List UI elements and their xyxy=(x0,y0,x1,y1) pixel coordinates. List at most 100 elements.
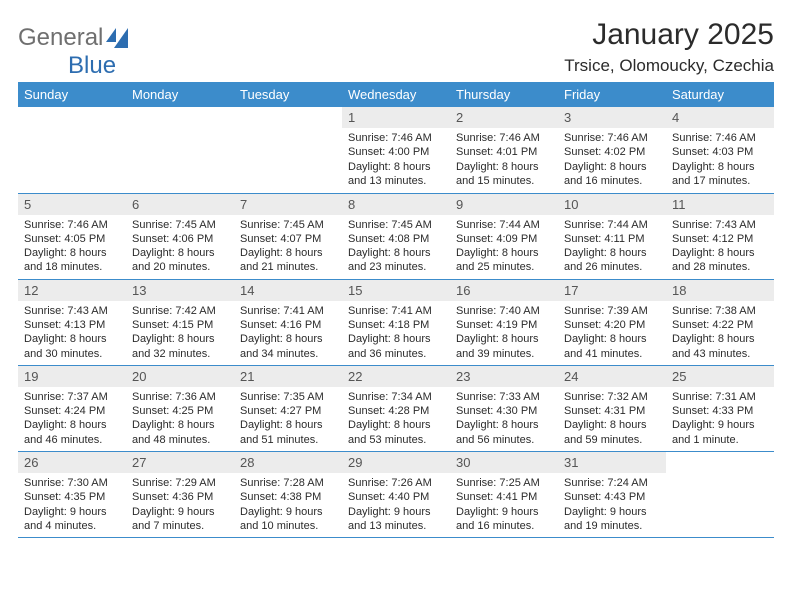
day-detail-line: Daylight: 8 hours xyxy=(348,160,444,174)
day-details: Sunrise: 7:40 AMSunset: 4:19 PMDaylight:… xyxy=(450,301,558,365)
day-detail-line: and 10 minutes. xyxy=(240,519,336,533)
day-detail-line: Sunset: 4:20 PM xyxy=(564,318,660,332)
day-detail-line: Sunset: 4:40 PM xyxy=(348,490,444,504)
calendar-week-row: 12Sunrise: 7:43 AMSunset: 4:13 PMDayligh… xyxy=(18,279,774,365)
weekday-header: Tuesday xyxy=(234,82,342,107)
calendar-day-cell: 24Sunrise: 7:32 AMSunset: 4:31 PMDayligh… xyxy=(558,365,666,451)
calendar-day-cell: 27Sunrise: 7:29 AMSunset: 4:36 PMDayligh… xyxy=(126,452,234,538)
weekday-header: Saturday xyxy=(666,82,774,107)
calendar-day-cell: 11Sunrise: 7:43 AMSunset: 4:12 PMDayligh… xyxy=(666,193,774,279)
day-detail-line: Sunrise: 7:45 AM xyxy=(132,218,228,232)
day-detail-line: Sunrise: 7:38 AM xyxy=(672,304,768,318)
day-detail-line: Daylight: 9 hours xyxy=(564,505,660,519)
calendar-week-row: 5Sunrise: 7:46 AMSunset: 4:05 PMDaylight… xyxy=(18,193,774,279)
day-detail-line: and 59 minutes. xyxy=(564,433,660,447)
day-detail-line: and 21 minutes. xyxy=(240,260,336,274)
logo: General Blue xyxy=(18,24,128,52)
day-detail-line: Daylight: 8 hours xyxy=(456,246,552,260)
day-number: 31 xyxy=(558,452,666,473)
day-detail-line: Sunrise: 7:30 AM xyxy=(24,476,120,490)
day-detail-line: Daylight: 8 hours xyxy=(564,332,660,346)
day-detail-line: Sunrise: 7:39 AM xyxy=(564,304,660,318)
day-detail-line: Sunset: 4:08 PM xyxy=(348,232,444,246)
day-detail-line: and 36 minutes. xyxy=(348,347,444,361)
day-details: Sunrise: 7:44 AMSunset: 4:11 PMDaylight:… xyxy=(558,215,666,279)
calendar-day-cell: 15Sunrise: 7:41 AMSunset: 4:18 PMDayligh… xyxy=(342,279,450,365)
day-detail-line: and 39 minutes. xyxy=(456,347,552,361)
day-detail-line: and 15 minutes. xyxy=(456,174,552,188)
day-detail-line: and 34 minutes. xyxy=(240,347,336,361)
day-detail-line: Sunset: 4:35 PM xyxy=(24,490,120,504)
calendar-day-cell: 9Sunrise: 7:44 AMSunset: 4:09 PMDaylight… xyxy=(450,193,558,279)
day-detail-line: Sunset: 4:09 PM xyxy=(456,232,552,246)
day-detail-line: Daylight: 8 hours xyxy=(240,246,336,260)
calendar-day-cell: 30Sunrise: 7:25 AMSunset: 4:41 PMDayligh… xyxy=(450,452,558,538)
day-detail-line: and 16 minutes. xyxy=(564,174,660,188)
day-detail-line: Sunset: 4:24 PM xyxy=(24,404,120,418)
day-number: 4 xyxy=(666,107,774,128)
calendar-week-row: 26Sunrise: 7:30 AMSunset: 4:35 PMDayligh… xyxy=(18,452,774,538)
day-details: Sunrise: 7:32 AMSunset: 4:31 PMDaylight:… xyxy=(558,387,666,451)
day-detail-line: Sunrise: 7:31 AM xyxy=(672,390,768,404)
day-detail-line: Daylight: 8 hours xyxy=(240,418,336,432)
day-details: Sunrise: 7:43 AMSunset: 4:13 PMDaylight:… xyxy=(18,301,126,365)
day-detail-line: and 23 minutes. xyxy=(348,260,444,274)
day-detail-line: Daylight: 8 hours xyxy=(564,160,660,174)
day-detail-line: Daylight: 8 hours xyxy=(240,332,336,346)
day-details: Sunrise: 7:45 AMSunset: 4:08 PMDaylight:… xyxy=(342,215,450,279)
day-detail-line: Sunset: 4:18 PM xyxy=(348,318,444,332)
day-detail-line: Sunset: 4:03 PM xyxy=(672,145,768,159)
day-detail-line: and 7 minutes. xyxy=(132,519,228,533)
calendar-day-cell: 19Sunrise: 7:37 AMSunset: 4:24 PMDayligh… xyxy=(18,365,126,451)
calendar-day-cell: 22Sunrise: 7:34 AMSunset: 4:28 PMDayligh… xyxy=(342,365,450,451)
weekday-header: Friday xyxy=(558,82,666,107)
day-details: Sunrise: 7:35 AMSunset: 4:27 PMDaylight:… xyxy=(234,387,342,451)
logo-word-general: General xyxy=(18,24,103,52)
day-details: Sunrise: 7:34 AMSunset: 4:28 PMDaylight:… xyxy=(342,387,450,451)
day-detail-line: Daylight: 9 hours xyxy=(132,505,228,519)
day-details: Sunrise: 7:42 AMSunset: 4:15 PMDaylight:… xyxy=(126,301,234,365)
day-detail-line: and 20 minutes. xyxy=(132,260,228,274)
calendar-day-cell: 10Sunrise: 7:44 AMSunset: 4:11 PMDayligh… xyxy=(558,193,666,279)
calendar-day-cell xyxy=(18,107,126,193)
day-number: 19 xyxy=(18,366,126,387)
day-number: 10 xyxy=(558,194,666,215)
day-detail-line: and 1 minute. xyxy=(672,433,768,447)
calendar-day-cell xyxy=(126,107,234,193)
day-detail-line: Sunset: 4:16 PM xyxy=(240,318,336,332)
day-detail-line: and 56 minutes. xyxy=(456,433,552,447)
day-detail-line: Sunrise: 7:44 AM xyxy=(564,218,660,232)
day-detail-line: and 19 minutes. xyxy=(564,519,660,533)
header: General Blue January 2025 Trsice, Olomou… xyxy=(18,18,774,76)
day-detail-line: Sunrise: 7:42 AM xyxy=(132,304,228,318)
day-detail-line: Sunrise: 7:36 AM xyxy=(132,390,228,404)
day-detail-line: Sunrise: 7:45 AM xyxy=(240,218,336,232)
calendar-week-row: 1Sunrise: 7:46 AMSunset: 4:00 PMDaylight… xyxy=(18,107,774,193)
day-details: Sunrise: 7:39 AMSunset: 4:20 PMDaylight:… xyxy=(558,301,666,365)
calendar-day-cell xyxy=(234,107,342,193)
calendar-day-cell: 23Sunrise: 7:33 AMSunset: 4:30 PMDayligh… xyxy=(450,365,558,451)
logo-text: General xyxy=(18,24,128,52)
day-detail-line: Sunrise: 7:46 AM xyxy=(456,131,552,145)
day-detail-line: Daylight: 8 hours xyxy=(564,418,660,432)
day-number: 9 xyxy=(450,194,558,215)
calendar-day-cell: 4Sunrise: 7:46 AMSunset: 4:03 PMDaylight… xyxy=(666,107,774,193)
calendar-week-row: 19Sunrise: 7:37 AMSunset: 4:24 PMDayligh… xyxy=(18,365,774,451)
day-details: Sunrise: 7:41 AMSunset: 4:18 PMDaylight:… xyxy=(342,301,450,365)
calendar-day-cell: 17Sunrise: 7:39 AMSunset: 4:20 PMDayligh… xyxy=(558,279,666,365)
weekday-header: Thursday xyxy=(450,82,558,107)
day-details: Sunrise: 7:43 AMSunset: 4:12 PMDaylight:… xyxy=(666,215,774,279)
calendar-header-row: SundayMondayTuesdayWednesdayThursdayFrid… xyxy=(18,82,774,107)
day-detail-line: Sunset: 4:05 PM xyxy=(24,232,120,246)
day-detail-line: Sunrise: 7:29 AM xyxy=(132,476,228,490)
calendar-day-cell: 5Sunrise: 7:46 AMSunset: 4:05 PMDaylight… xyxy=(18,193,126,279)
day-number: 23 xyxy=(450,366,558,387)
day-number: 3 xyxy=(558,107,666,128)
day-detail-line: and 16 minutes. xyxy=(456,519,552,533)
day-detail-line: Sunset: 4:28 PM xyxy=(348,404,444,418)
day-detail-line: Daylight: 8 hours xyxy=(24,246,120,260)
day-detail-line: and 48 minutes. xyxy=(132,433,228,447)
day-detail-line: Sunset: 4:41 PM xyxy=(456,490,552,504)
day-details: Sunrise: 7:46 AMSunset: 4:01 PMDaylight:… xyxy=(450,128,558,192)
day-detail-line: Sunrise: 7:41 AM xyxy=(240,304,336,318)
